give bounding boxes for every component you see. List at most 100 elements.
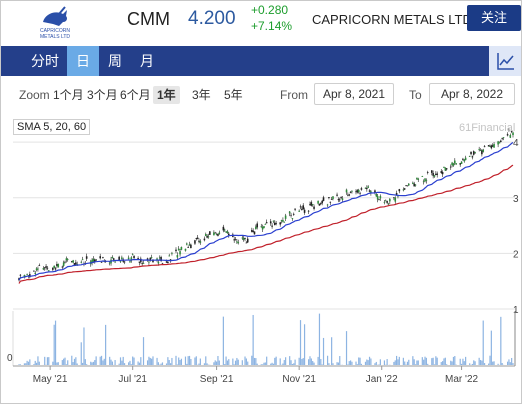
candle-body — [37, 268, 39, 270]
volume-bar — [462, 358, 464, 365]
volume-bar — [46, 357, 49, 365]
candle-body — [393, 197, 395, 199]
candle-body — [338, 199, 341, 201]
candle-body — [57, 263, 60, 268]
volume-bar — [67, 360, 69, 365]
candle-body — [246, 238, 249, 243]
zoom-5y-button[interactable]: 5年 — [224, 88, 243, 102]
volume-bar — [347, 364, 349, 365]
volume-bar — [161, 362, 164, 365]
volume-bar — [336, 362, 338, 365]
from-date-input[interactable] — [314, 83, 394, 105]
candle-body — [72, 260, 74, 263]
volume-bar — [18, 364, 20, 365]
volume-bar — [359, 357, 361, 365]
candle-body — [157, 261, 160, 264]
candle-body — [320, 203, 322, 204]
volume-bar — [370, 358, 372, 365]
candle-body — [417, 178, 420, 180]
volume-bar — [244, 356, 246, 365]
candle-body — [412, 182, 414, 184]
volume-bar — [19, 364, 21, 365]
candle-body — [177, 248, 180, 251]
volume-bar — [394, 360, 396, 365]
tab-daily[interactable]: 日 — [67, 46, 99, 76]
candle-body — [227, 233, 230, 236]
chart-type-toggle[interactable] — [489, 46, 521, 76]
zoom-1m-button[interactable]: 1个月 — [53, 88, 84, 102]
volume-bar — [255, 358, 257, 365]
candle-body — [471, 156, 474, 158]
zoom-6m-button[interactable]: 6个月 — [120, 88, 151, 102]
volume-bar — [266, 356, 268, 365]
volume-bar — [313, 362, 315, 365]
volume-bar — [186, 363, 188, 365]
volume-bar — [465, 356, 467, 365]
volume-bar — [171, 357, 173, 365]
volume-bar — [443, 358, 445, 365]
candle-body — [493, 143, 495, 148]
volume-bar — [406, 361, 409, 365]
company-name: CAPRICORN METALS LTD — [312, 12, 472, 27]
candle-body — [81, 259, 84, 261]
to-date-input[interactable] — [429, 83, 515, 105]
volume-bar — [450, 360, 452, 365]
volume-bar — [469, 363, 471, 365]
candle-body — [341, 198, 344, 201]
x-tick-label: Nov '21 — [282, 374, 316, 385]
x-tick-label: Mar '22 — [445, 374, 478, 385]
candle-body — [311, 204, 314, 206]
volume-bar — [320, 359, 322, 365]
volume-bar — [364, 361, 367, 365]
volume-bar — [360, 363, 363, 365]
volume-bar — [86, 364, 88, 365]
volume-bar — [75, 357, 77, 365]
zoom-1y-button[interactable]: 1年 — [153, 86, 180, 104]
candle-body — [370, 191, 372, 193]
candle-body — [329, 201, 332, 203]
follow-button[interactable]: 关注 — [467, 5, 521, 31]
volume-bar — [490, 330, 492, 365]
candle-body — [137, 258, 139, 260]
candle-body — [426, 172, 429, 173]
candle-body — [93, 259, 96, 262]
zoom-3y-button[interactable]: 3年 — [192, 88, 211, 102]
volume-bar — [321, 364, 323, 365]
candle-body — [407, 183, 410, 186]
candle-body — [337, 199, 340, 201]
volume-bar — [76, 363, 78, 365]
candle-body — [250, 230, 253, 232]
volume-bar — [63, 358, 65, 365]
volume-bar — [423, 359, 425, 365]
candle-body — [451, 162, 453, 166]
volume-bar — [203, 363, 206, 365]
candle-body — [64, 261, 66, 263]
volume-bar — [214, 360, 216, 365]
candle-body — [444, 167, 447, 171]
volume-bar — [378, 364, 380, 365]
candle-body — [403, 188, 406, 190]
candle-body — [19, 274, 22, 276]
volume-bar — [199, 358, 201, 365]
tab-weekly[interactable]: 周 — [108, 53, 122, 69]
candle-body — [61, 266, 64, 268]
sma-indicator-badge[interactable]: SMA 5, 20, 60 — [13, 119, 91, 135]
volume-bar — [299, 320, 302, 365]
candle-body — [95, 259, 97, 261]
candle-body — [455, 163, 457, 165]
tab-intraday[interactable]: 分时 — [31, 53, 59, 69]
candle-body — [56, 264, 58, 266]
volume-bar — [114, 360, 116, 365]
candle-body — [310, 202, 313, 206]
volume-bar — [262, 364, 264, 365]
candle-body — [73, 263, 76, 266]
tab-monthly[interactable]: 月 — [140, 53, 154, 69]
volume-bar — [459, 358, 461, 365]
candle-body — [175, 249, 177, 252]
candle-body — [226, 231, 229, 234]
zoom-3m-button[interactable]: 3个月 — [87, 88, 118, 102]
candle-body — [313, 206, 315, 209]
candle-body — [489, 146, 491, 147]
candle-body — [273, 222, 276, 225]
